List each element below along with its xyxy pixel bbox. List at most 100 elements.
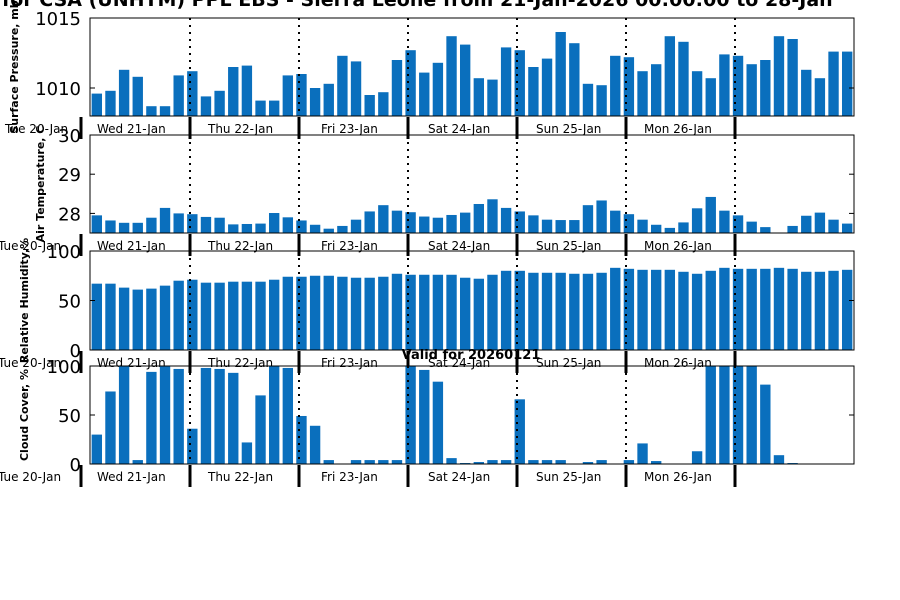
air-temperature-bar — [569, 220, 580, 233]
relative-humidity-bar — [801, 271, 812, 350]
relative-humidity-bar — [337, 276, 348, 350]
relative-humidity-bar — [105, 283, 116, 350]
surface-pressure-bar — [569, 43, 580, 117]
cloud-cover-bar — [364, 460, 375, 464]
surface-pressure-bar — [528, 67, 539, 116]
surface-pressure-bar — [664, 36, 676, 117]
y-tick-label: 100 — [47, 357, 81, 378]
surface-pressure-bar — [623, 57, 635, 116]
surface-pressure-bar — [582, 83, 594, 116]
air-temperature-bar — [296, 220, 307, 233]
panel-subtitle: Valid for 20260121 — [402, 348, 541, 363]
cloud-cover-bar — [309, 425, 321, 464]
surface-pressure-bar — [487, 79, 498, 116]
air-temperature-bar — [732, 215, 744, 233]
y-tick-label: 100 — [47, 242, 81, 263]
cloud-cover-bar — [473, 462, 485, 464]
relative-humidity-panel: 0 50 100 Relative Humidity,%Tue 20-Jan Wed 2… — [0, 238, 855, 373]
relative-humidity-bar — [705, 270, 716, 350]
surface-pressure-bar — [268, 100, 280, 116]
relative-humidity-bar — [146, 288, 157, 350]
cloud-cover-bar — [541, 460, 553, 464]
x-day-label: Mon 26-Jan — [644, 239, 712, 253]
x-day-label: Wed 21-Jan — [97, 239, 166, 253]
surface-pressure-bar — [719, 54, 730, 116]
surface-pressure-bar — [255, 100, 266, 116]
air-temperature-bar — [146, 217, 157, 233]
cloud-cover-bar — [146, 371, 157, 464]
relative-humidity-bar — [323, 275, 334, 350]
surface-pressure-bar — [760, 60, 771, 116]
cloud-cover-bar — [582, 462, 594, 464]
air-temperature-bar — [828, 219, 839, 233]
cloud-cover-bar — [173, 368, 184, 464]
cloud-cover-bar — [132, 460, 143, 464]
air-temperature-bar — [514, 211, 525, 233]
relative-humidity-bar — [255, 281, 266, 350]
y-tick-label: 1015 — [35, 9, 81, 30]
relative-humidity-bar — [841, 269, 853, 350]
air-temperature-bar — [760, 227, 771, 233]
cloud-cover-bar — [773, 455, 785, 464]
surface-pressure-bar — [282, 75, 294, 116]
relative-humidity-bar — [610, 267, 621, 350]
air-temperature-bar — [664, 227, 676, 233]
x-edge-label: Tue 20-Jan — [0, 470, 61, 484]
x-day-label: Thu 22-Jan — [207, 122, 273, 136]
surface-pressure-bar — [650, 64, 662, 116]
relative-humidity-bar — [664, 269, 676, 350]
air-temperature-bar — [378, 205, 389, 233]
cloud-cover-bar — [200, 367, 212, 464]
air-temperature-bar — [719, 210, 730, 233]
surface-pressure-bar — [732, 55, 744, 116]
relative-humidity-bar — [773, 267, 785, 350]
axes-frame — [89, 134, 855, 234]
x-day-label: Sat 24-Jan — [428, 470, 490, 484]
y-tick-label: 50 — [58, 292, 81, 313]
surface-pressure-bar — [841, 51, 853, 116]
surface-pressure-bar — [405, 50, 416, 117]
air-temperature-bar — [500, 207, 512, 233]
x-day-label: Mon 26-Jan — [644, 470, 712, 484]
relative-humidity-bar — [569, 273, 580, 350]
x-day-label: Fri 23-Jan — [321, 239, 378, 253]
relative-humidity-bar — [296, 276, 307, 350]
surface-pressure-bar — [364, 95, 375, 116]
relative-humidity-bar — [350, 277, 362, 350]
relative-humidity-bar — [732, 268, 744, 350]
surface-pressure-bar — [323, 83, 334, 116]
relative-humidity-bar — [91, 283, 103, 350]
x-day-label: Wed 21-Jan — [97, 122, 166, 136]
cloud-cover-bar — [446, 458, 457, 464]
relative-humidity-bar — [541, 272, 553, 350]
cloud-cover-bar — [282, 367, 294, 464]
x-day-label: Sun 25-Jan — [536, 239, 601, 253]
relative-humidity-bar — [132, 289, 143, 350]
x-day-label: Wed 21-Jan — [97, 470, 166, 484]
air-temperature-bar — [214, 217, 225, 233]
surface-pressure-bar — [514, 50, 525, 117]
air-temperature-bar — [555, 220, 566, 233]
air-temperature-bar — [268, 213, 280, 233]
x-day-label: Mon 26-Jan — [644, 356, 712, 370]
x-day-label: Fri 23-Jan — [321, 470, 378, 484]
air-temperature-bar — [364, 211, 375, 233]
relative-humidity-bar — [828, 270, 839, 350]
relative-humidity-bar — [555, 272, 566, 350]
y-axis-label: Air Temperature, C — [34, 126, 47, 243]
surface-pressure-bar — [773, 36, 785, 117]
relative-humidity-bar — [500, 270, 512, 350]
cloud-cover-bar — [691, 451, 703, 464]
air-temperature-bar — [309, 224, 321, 233]
axes-frame — [89, 17, 855, 117]
relative-humidity-bar — [364, 277, 375, 350]
relative-humidity-bar — [582, 273, 594, 350]
surface-pressure-bar — [555, 32, 566, 116]
air-temperature-bar — [841, 223, 853, 233]
relative-humidity-bar — [432, 274, 444, 350]
surface-pressure-bar — [159, 106, 171, 116]
cloud-cover-bar — [296, 415, 307, 464]
cloud-cover-bar — [268, 366, 280, 464]
